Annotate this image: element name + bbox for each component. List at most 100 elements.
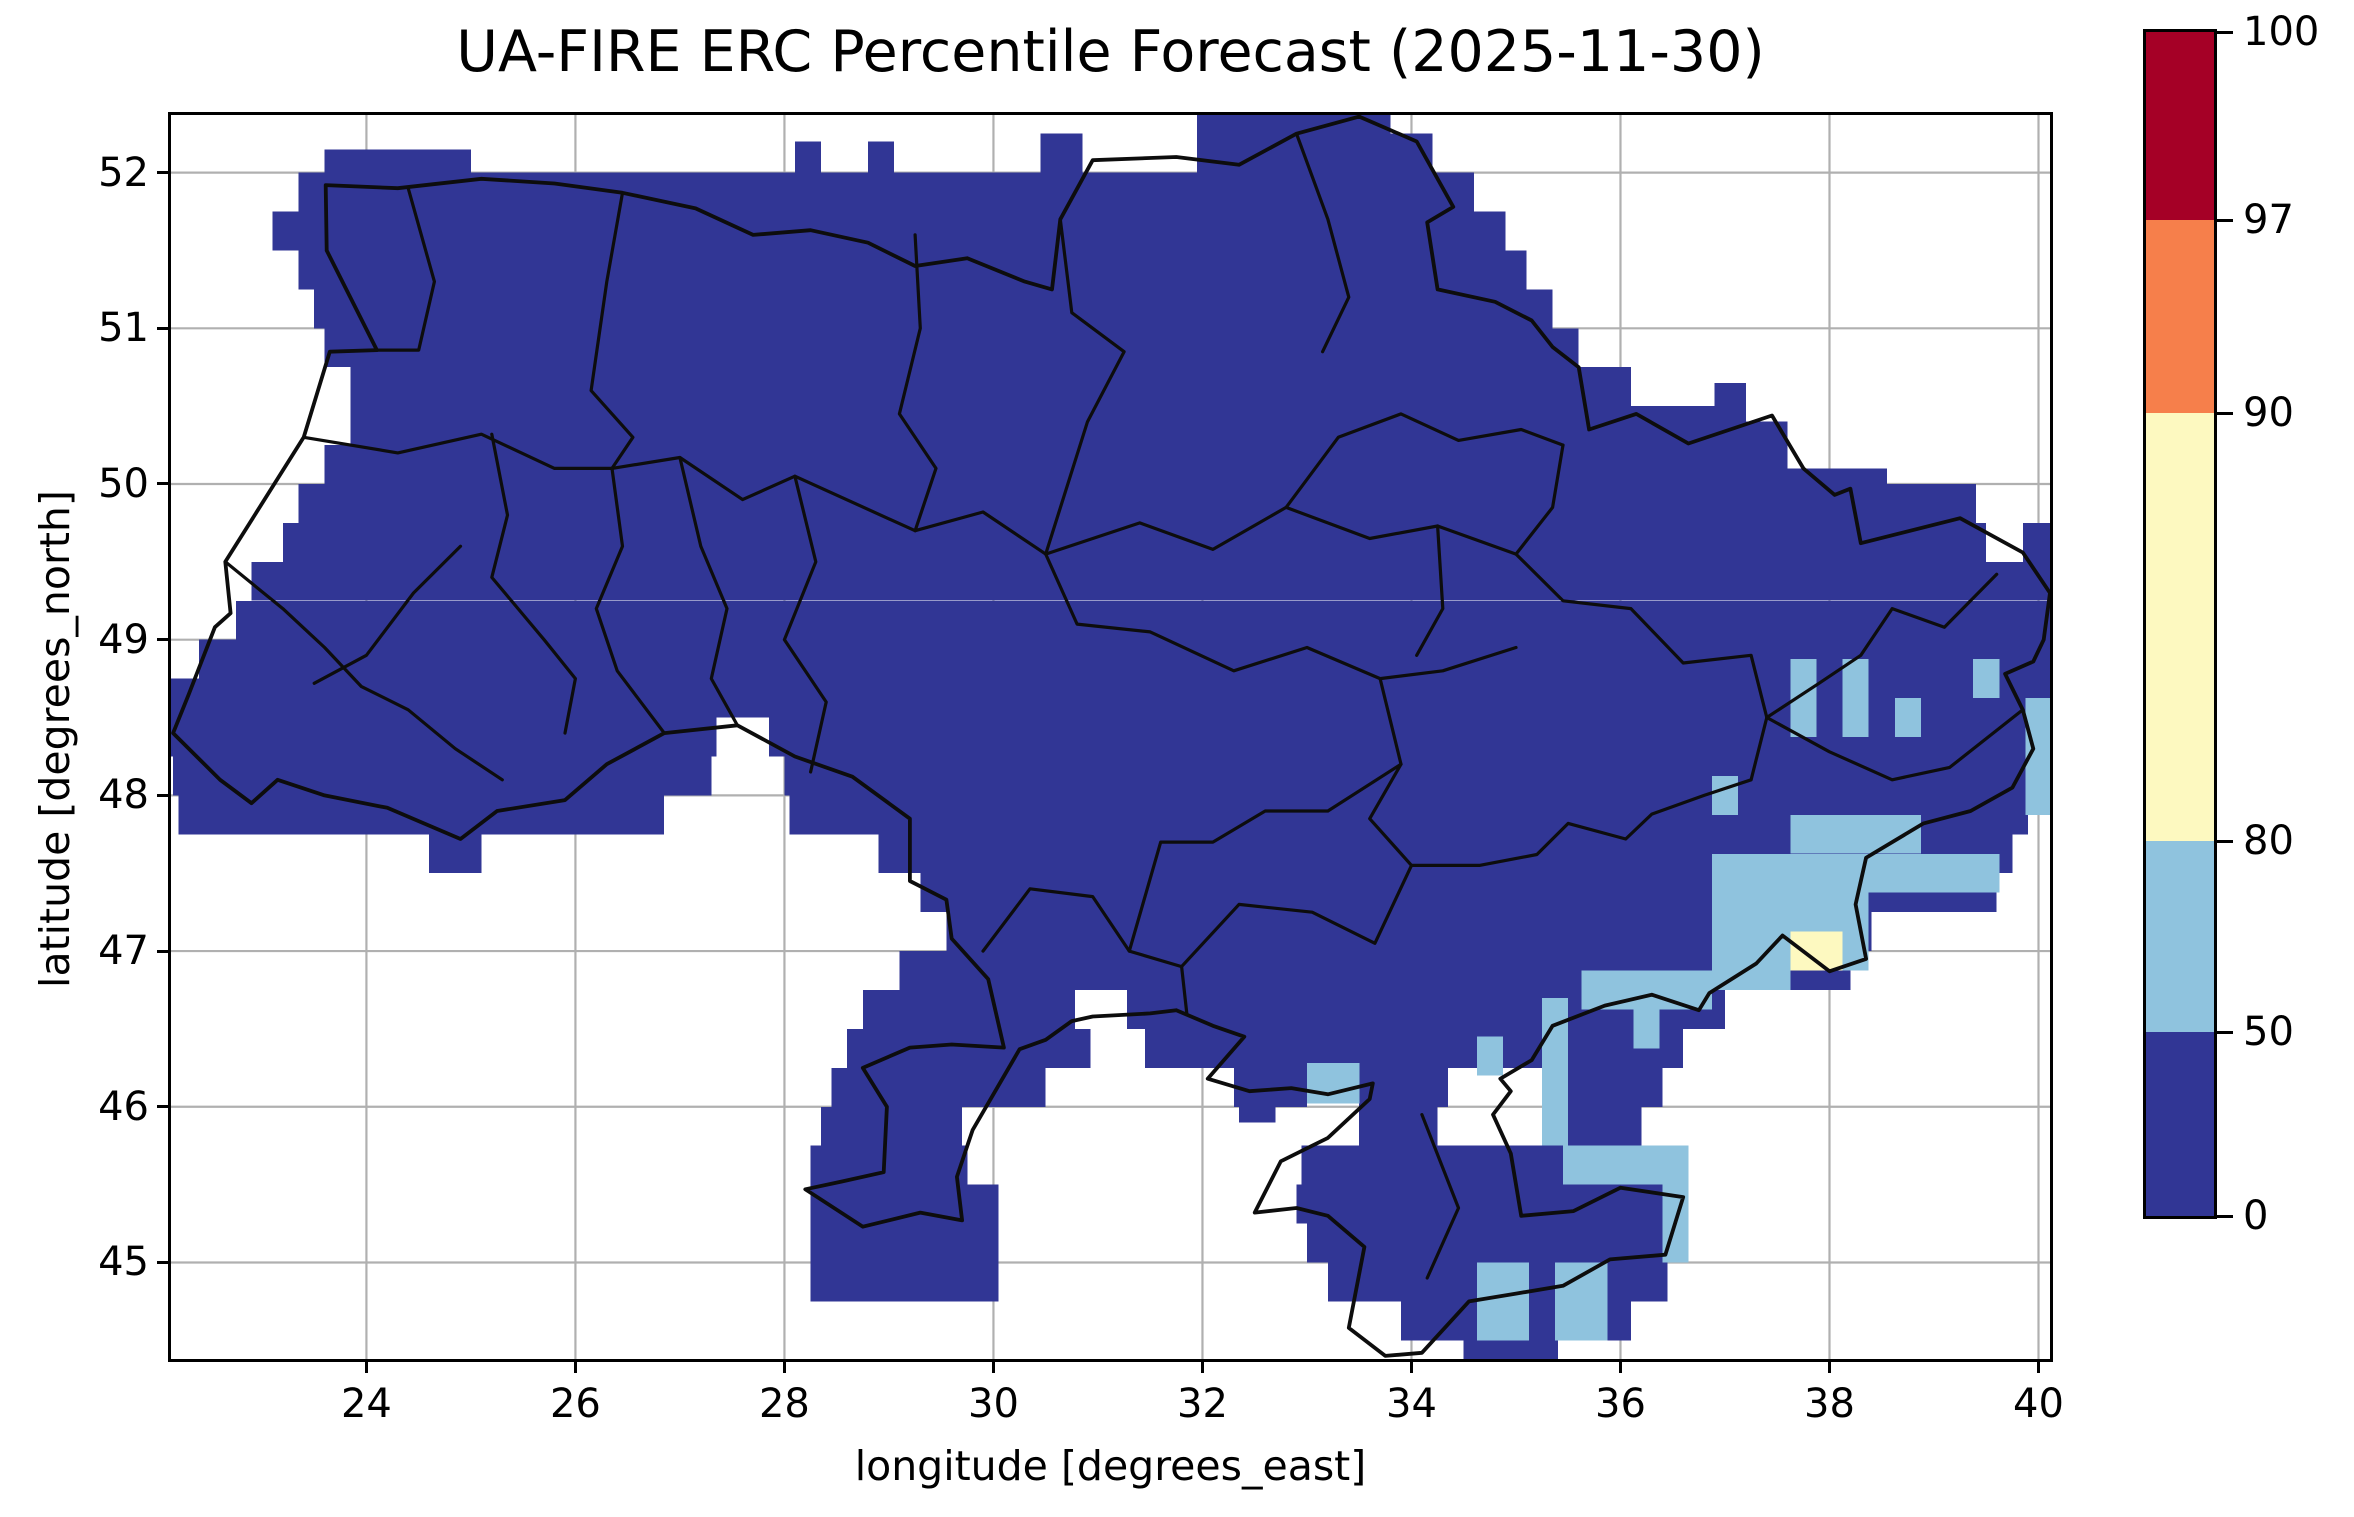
cell-percentile-50-80 [1790, 814, 1921, 854]
cell-percentile-0-50 [1040, 133, 1083, 173]
colorbar-tickmark [2217, 839, 2233, 843]
cell-percentile-50-80 [1633, 1009, 1660, 1049]
colorbar-tickmark [2217, 218, 2233, 222]
y-axis-label: latitude [degrees_north] [31, 490, 79, 988]
oblast-boundary-line [1420, 1112, 1461, 1280]
y-tickmark [157, 793, 171, 797]
cell-percentile-50-80 [1581, 970, 1712, 1010]
y-tickmark [157, 482, 171, 486]
cell-percentile-0-50 [282, 522, 1987, 562]
cell-percentile-0-50 [324, 149, 471, 173]
oblast-boundary-line [1179, 863, 1414, 969]
cell-percentile-50-80 [1711, 853, 2000, 893]
cell-percentile-0-50 [173, 756, 712, 796]
x-tickmark [782, 1359, 786, 1373]
colorbar-tick-label: 100 [2243, 9, 2320, 55]
cell-percentile-0-50 [1568, 1106, 1642, 1146]
colorbar-segment-0-50 [2146, 1032, 2214, 1216]
cell-percentile-0-50 [2022, 522, 2050, 562]
x-tickmark [573, 1359, 577, 1373]
cell-percentile-0-50 [821, 1106, 963, 1146]
colorbar-tick-label: 97 [2243, 197, 2294, 243]
x-tickmark [1200, 1359, 1204, 1373]
oblast-boundary-line [223, 560, 504, 782]
cell-percentile-0-50 [810, 1262, 999, 1302]
cell-percentile-0-50 [272, 211, 1506, 251]
cell-percentile-50-80 [1563, 1145, 1689, 1185]
colorbar-tick-label: 0 [2243, 1193, 2269, 1239]
country-border-line [171, 115, 2050, 1358]
y-tickmark [157, 1260, 171, 1264]
cell-percentile-0-50 [314, 289, 1553, 329]
oblast-boundary-line [589, 191, 635, 470]
colorbar-segment-97-100 [2146, 32, 2214, 220]
x-tickmark [2037, 1359, 2040, 1373]
cell-percentile-0-50 [1145, 1028, 1684, 1068]
oblast-boundary-line [490, 432, 577, 735]
cell-percentile-0-50 [794, 141, 821, 173]
cell-percentile-0-50 [1568, 1067, 1663, 1107]
oblast-boundary-line [1044, 217, 1126, 556]
y-tickmark [157, 949, 171, 953]
cell-percentile-0-50 [868, 141, 895, 173]
cell-percentile-0-50 [1714, 382, 1746, 422]
x-tick-label: 38 [1804, 1381, 1855, 1427]
cell-percentile-0-50 [235, 600, 2050, 640]
oblast-boundary-line [312, 544, 463, 685]
cell-percentile-0-50 [350, 367, 1631, 407]
x-axis-label: longitude [degrees_east] [854, 1442, 1367, 1490]
cell-percentile-0-50 [324, 445, 1788, 484]
cell-percentile-0-50 [831, 1067, 1046, 1107]
y-tickmark [157, 638, 171, 642]
oblast-boundary-line [594, 466, 666, 735]
cell-percentile-0-50 [324, 328, 1579, 368]
cell-percentile-0-50 [1359, 1067, 1448, 1107]
x-tick-label: 28 [758, 1381, 810, 1427]
cell-percentile-0-50 [298, 250, 1527, 290]
cell-percentile-50-80 [1307, 1063, 1360, 1104]
map-plot-area [168, 112, 2053, 1362]
y-tick-label: 46 [98, 1083, 149, 1130]
cell-percentile-0-50 [251, 561, 2050, 601]
oblast-boundary-line [981, 887, 1189, 1016]
cell-percentile-50-80 [1973, 659, 2000, 699]
cell-percentile-0-50 [1239, 1106, 1276, 1123]
colorbar [2143, 29, 2233, 1219]
cell-percentile-0-50 [810, 1145, 968, 1185]
x-tickmark [991, 1359, 995, 1373]
y-tickmark [157, 1105, 171, 1109]
cell-percentile-50-80 [1476, 1036, 1503, 1076]
oblast-boundary-line [1127, 762, 1403, 953]
ukraine-heatmap-svg [171, 115, 2050, 1359]
cell-percentile-0-50 [429, 834, 482, 874]
cell-percentile-0-50 [784, 756, 2050, 796]
cell-percentile-0-50 [178, 795, 665, 835]
cell-percentile-0-50 [171, 678, 2050, 718]
colorbar-tickmark [2217, 1030, 2233, 1034]
y-tick-label: 47 [98, 928, 149, 975]
oblast-boundary-line [1514, 552, 1769, 720]
colorbar-tick-label: 90 [2243, 390, 2294, 436]
oblast-boundary-line [897, 233, 938, 533]
cell-percentile-0-50 [862, 990, 1075, 1029]
cell-percentile-0-50 [171, 717, 717, 757]
x-tick-label: 32 [1177, 1381, 1228, 1427]
y-tick-label: 45 [98, 1239, 149, 1286]
x-tickmark [1618, 1359, 1622, 1373]
x-tick-label: 26 [549, 1381, 601, 1427]
x-tick-label: 24 [340, 1381, 392, 1427]
oblast-boundary-line [1044, 552, 1518, 681]
cell-percentile-50-80 [1842, 659, 1869, 737]
cell-percentile-0-50 [1296, 1184, 1663, 1224]
colorbar-tickmark [2217, 411, 2233, 415]
oblast-boundary-line [782, 474, 828, 774]
y-tickmark [157, 326, 171, 330]
cell-percentile-0-50 [1197, 133, 1433, 173]
oblast-boundary-line [678, 455, 740, 727]
cell-percentile-0-50 [1307, 1223, 1668, 1263]
cell-percentile-0-50 [1359, 1106, 1438, 1146]
oblast-boundary-line [1415, 524, 1445, 657]
chart-title: UA-FIRE ERC Percentile Forecast (2025-11… [456, 19, 1765, 85]
cell-percentile-50-80 [1711, 775, 1738, 815]
x-tick-label: 40 [2013, 1381, 2064, 1427]
